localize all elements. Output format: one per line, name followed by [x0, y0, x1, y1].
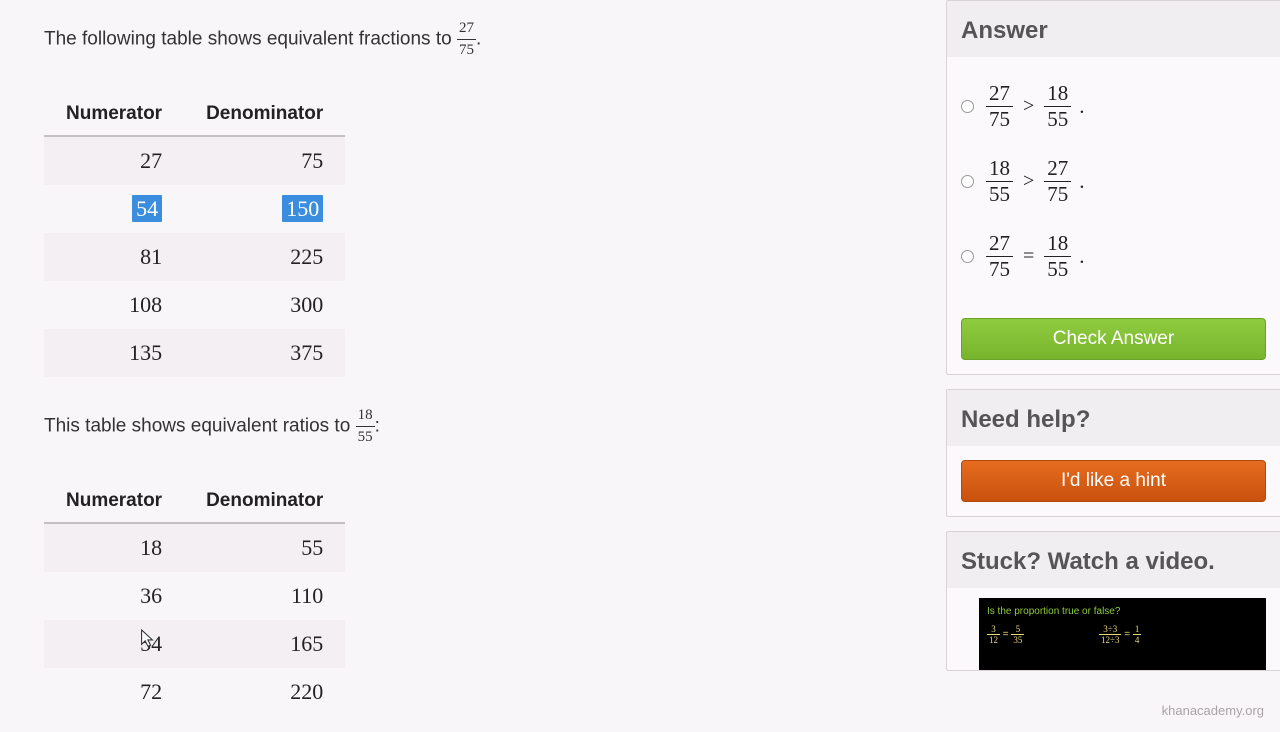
answer-expression: 2775=1855. — [986, 231, 1085, 282]
answer-expression: 1855>2775. — [986, 156, 1085, 207]
cell-denominator: 375 — [184, 329, 345, 377]
answer-option[interactable]: 2775>1855. — [961, 69, 1266, 144]
answer-panel: Answer 2775>1855. 1855>2775. 2775=1855. Ch… — [946, 0, 1280, 375]
video-thumbnail[interactable]: Is the proportion true or false? 312 = 5… — [979, 598, 1266, 670]
cell-numerator: 81 — [44, 233, 184, 281]
video-panel: Stuck? Watch a video. Is the proportion … — [946, 531, 1280, 671]
cell-denominator: 55 — [184, 523, 345, 572]
answer-option[interactable]: 2775=1855. — [961, 219, 1266, 294]
main-content: The following table shows equivalent fra… — [44, 18, 924, 732]
video-expr2: 3÷312÷3 = 14 — [1099, 624, 1141, 645]
video-expr1: 312 = 535 — [987, 624, 1024, 645]
watermark: khanacademy.org — [1162, 703, 1264, 718]
cell-denominator: 300 — [184, 281, 345, 329]
cell-numerator: 135 — [44, 329, 184, 377]
table-row: 135375 — [44, 329, 345, 377]
help-title: Need help? — [947, 390, 1280, 446]
answer-title: Answer — [947, 1, 1280, 57]
intro1-suffix: . — [476, 29, 481, 50]
table-row: 108300 — [44, 281, 345, 329]
intro2-suffix: : — [375, 416, 380, 437]
cell-denominator: 110 — [184, 572, 345, 620]
radio-icon[interactable] — [961, 100, 974, 113]
cell-numerator: 27 — [44, 136, 184, 185]
table-row: 81225 — [44, 233, 345, 281]
video-title: Stuck? Watch a video. — [947, 532, 1280, 588]
col-numerator: Numerator — [44, 480, 184, 523]
cell-numerator: 18 — [44, 523, 184, 572]
intro-text-2: This table shows equivalent ratios to 18… — [44, 405, 924, 448]
cell-denominator: 225 — [184, 233, 345, 281]
cell-numerator: 54 — [44, 620, 184, 668]
hint-button[interactable]: I'd like a hint — [961, 460, 1266, 502]
cell-denominator: 150 — [184, 185, 345, 233]
intro2-fraction: 18 55 — [356, 405, 375, 448]
answer-expression: 2775>1855. — [986, 81, 1085, 132]
video-question: Is the proportion true or false? — [987, 606, 1120, 617]
cell-numerator: 36 — [44, 572, 184, 620]
col-denominator: Denominator — [184, 480, 345, 523]
check-answer-button[interactable]: Check Answer — [961, 318, 1266, 360]
col-denominator: Denominator — [184, 93, 345, 136]
cell-denominator: 220 — [184, 668, 345, 716]
intro1-prefix: The following table shows equivalent fra… — [44, 29, 457, 50]
intro1-fraction: 27 75 — [457, 18, 476, 61]
answer-option[interactable]: 1855>2775. — [961, 144, 1266, 219]
col-numerator: Numerator — [44, 93, 184, 136]
cell-numerator: 108 — [44, 281, 184, 329]
table-row: 54165 — [44, 620, 345, 668]
cell-denominator: 165 — [184, 620, 345, 668]
equivalent-fractions-table-1: Numerator Denominator 277554150812251083… — [44, 93, 345, 377]
equivalent-fractions-table-2: Numerator Denominator 185536110541657222… — [44, 480, 345, 716]
answer-options: 2775>1855. 1855>2775. 2775=1855. — [947, 57, 1280, 308]
radio-icon[interactable] — [961, 175, 974, 188]
cell-numerator: 72 — [44, 668, 184, 716]
intro-text-1: The following table shows equivalent fra… — [44, 18, 924, 61]
table-row: 2775 — [44, 136, 345, 185]
sidebar: Answer 2775>1855. 1855>2775. 2775=1855. Ch… — [946, 0, 1280, 671]
table-row: 36110 — [44, 572, 345, 620]
intro2-prefix: This table shows equivalent ratios to — [44, 416, 356, 437]
table-row: 54150 — [44, 185, 345, 233]
help-panel: Need help? I'd like a hint — [946, 389, 1280, 517]
cell-numerator: 54 — [44, 185, 184, 233]
table-row: 72220 — [44, 668, 345, 716]
cell-denominator: 75 — [184, 136, 345, 185]
table-row: 1855 — [44, 523, 345, 572]
radio-icon[interactable] — [961, 250, 974, 263]
